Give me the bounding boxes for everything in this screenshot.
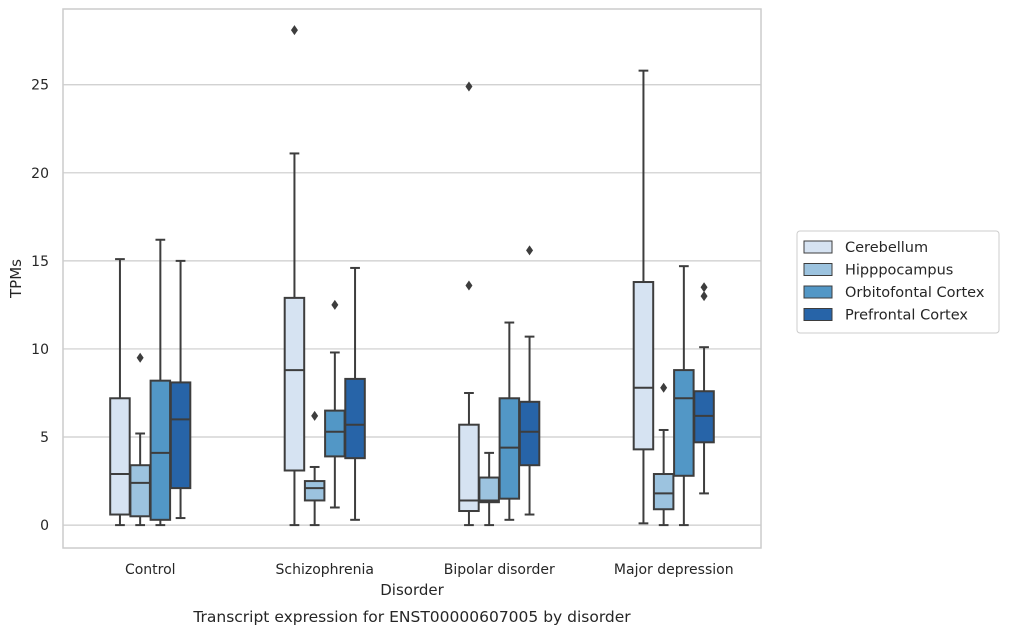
legend-frame — [796, 230, 1000, 334]
box-group — [283, 25, 306, 527]
box — [283, 296, 306, 472]
box — [518, 400, 541, 467]
legend: Cerebellum Hipppocampus Orbitofontal Corte… — [796, 230, 1000, 334]
legend-swatch — [803, 285, 833, 299]
outlier-point — [465, 81, 473, 92]
box-group — [458, 81, 480, 527]
outlier-point — [660, 382, 668, 393]
box-group — [652, 382, 675, 527]
y-tick-label: 0 — [40, 518, 49, 534]
box — [673, 369, 695, 477]
x-tick-label: Control — [125, 562, 176, 578]
box-group — [518, 245, 541, 516]
outlier-point — [700, 282, 708, 293]
y-tick-label: 5 — [40, 430, 49, 446]
outlier-point — [526, 245, 534, 256]
outlier-point — [290, 25, 298, 36]
box — [632, 281, 655, 451]
box — [652, 473, 675, 511]
x-tick-label: Major depression — [614, 562, 734, 578]
box-group — [478, 451, 500, 527]
outlier-point — [331, 299, 339, 310]
y-ticks: 0 5 10 15 20 25 — [31, 78, 49, 534]
outlier-point — [465, 280, 473, 291]
box — [344, 377, 366, 460]
plot-frame — [62, 8, 762, 549]
legend-label: Orbitofontal Cortex — [845, 285, 985, 301]
box-group — [324, 299, 346, 509]
boxes — [109, 25, 715, 527]
box-group — [632, 69, 655, 525]
y-tick-label: 25 — [31, 78, 49, 94]
box — [478, 476, 500, 504]
legend-swatch — [803, 263, 833, 276]
box — [129, 464, 151, 518]
y-tick-label: 15 — [31, 254, 49, 270]
box — [303, 480, 326, 502]
box-group — [169, 259, 192, 520]
outlier-point — [700, 291, 708, 302]
y-axis-label: TPMs — [7, 259, 25, 299]
box-group — [344, 266, 366, 521]
y-tick-label: 20 — [31, 166, 49, 182]
chart-caption: Transcript expression for ENST0000060700… — [192, 608, 631, 626]
y-tick-label: 10 — [31, 342, 49, 358]
x-tick-label: Bipolar disorder — [444, 562, 555, 578]
box-group — [303, 410, 326, 527]
box — [324, 409, 346, 458]
outlier-point — [311, 410, 319, 421]
legend-label: Hipppocampus — [845, 263, 953, 279]
legend-swatch — [803, 240, 833, 254]
box-group — [693, 282, 715, 495]
box — [458, 423, 480, 513]
x-axis-label: Disorder — [380, 581, 444, 599]
box — [109, 397, 131, 516]
x-ticks: Control Schizophrenia Bipolar disorder Majo… — [125, 562, 734, 578]
legend-label: Cerebellum — [845, 240, 928, 256]
legend-swatch — [803, 308, 833, 321]
box-group — [109, 258, 131, 527]
box-group — [129, 352, 151, 527]
box-group — [149, 238, 172, 527]
box — [149, 379, 172, 521]
outlier-point — [136, 352, 144, 363]
x-tick-label: Schizophrenia — [276, 562, 374, 578]
box — [169, 381, 192, 490]
legend-label: Prefrontal Cortex — [845, 308, 968, 324]
box-group — [673, 265, 695, 527]
box-group — [498, 321, 521, 521]
